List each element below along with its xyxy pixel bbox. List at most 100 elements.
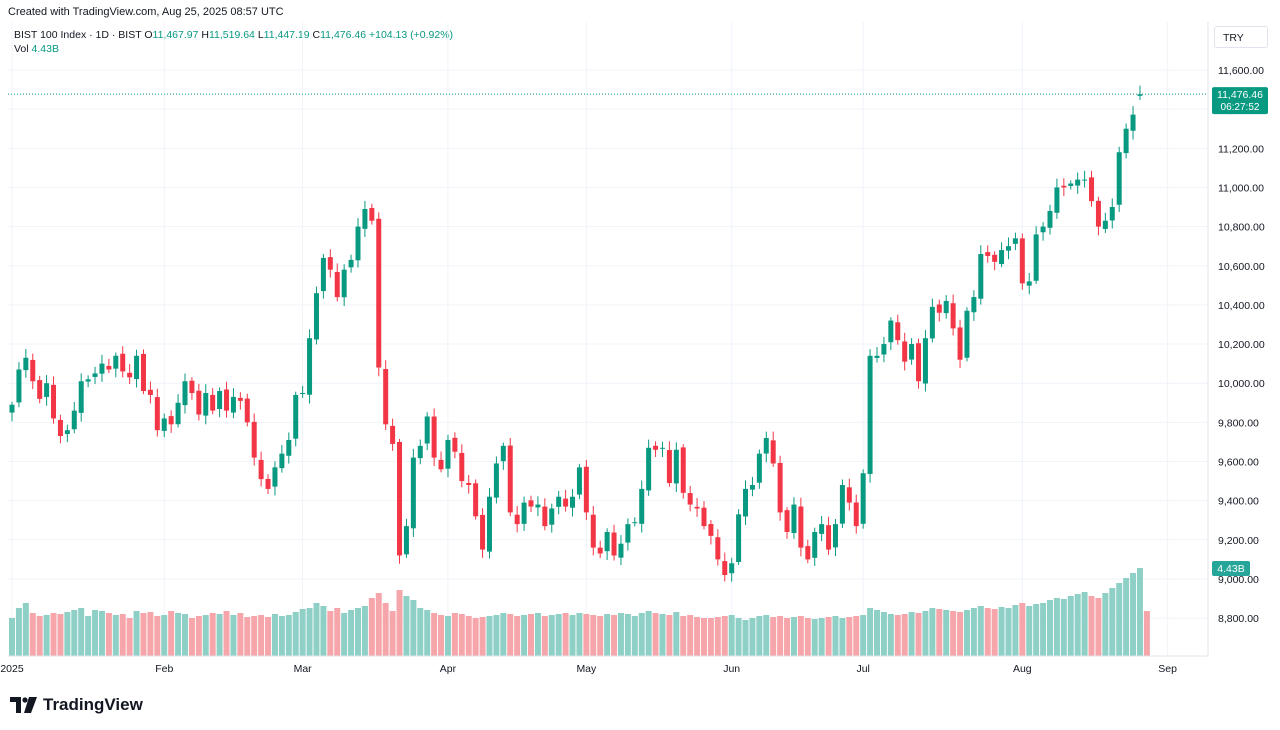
candle-body — [916, 343, 922, 382]
volume-bar — [465, 616, 472, 656]
vol-label: Vol — [14, 43, 29, 55]
candle-body — [687, 493, 693, 505]
volume-bar — [970, 608, 977, 656]
volume-bar — [216, 614, 223, 656]
y-tick-label: 9,800.00 — [1218, 417, 1259, 429]
volume-bar — [797, 616, 804, 656]
volume-bar — [991, 609, 998, 656]
volume-bar — [1060, 599, 1067, 656]
volume-bar — [50, 613, 57, 656]
candle-body — [64, 430, 70, 435]
volume-bar — [334, 608, 341, 656]
candle-body — [237, 397, 243, 401]
volume-bar — [562, 613, 569, 656]
candle-body — [445, 439, 451, 469]
volume-bar — [659, 614, 666, 656]
candle-body — [839, 484, 845, 524]
x-tick-label: Aug — [1013, 663, 1032, 675]
candle-body — [542, 506, 548, 527]
symbol-name[interactable]: BIST 100 Index · 1D · BIST — [14, 29, 142, 41]
volume-bar — [507, 614, 514, 656]
candle-body — [23, 357, 29, 371]
candle-body — [300, 392, 306, 394]
volume-bar — [348, 610, 355, 656]
volume-bar — [528, 614, 534, 656]
close-label: C — [312, 29, 321, 41]
candle-body — [175, 402, 181, 425]
volume-bar — [458, 614, 465, 656]
volume-bar — [71, 610, 78, 656]
volume-bar — [92, 610, 99, 656]
volume-bar — [278, 616, 285, 656]
candle-body — [383, 369, 389, 425]
volume-bar — [597, 616, 604, 656]
volume-bar — [652, 613, 659, 656]
volume-bar — [555, 614, 562, 656]
y-tick-label: 10,600.00 — [1218, 261, 1265, 273]
candle-body — [127, 372, 133, 378]
volume-bar — [105, 613, 112, 656]
x-tick-label: Jul — [856, 663, 869, 675]
candle-body — [701, 507, 707, 527]
volume-legend: Vol 4.43B — [14, 43, 59, 55]
candle-body — [1116, 152, 1122, 205]
candle-body — [853, 502, 859, 527]
candle-body — [182, 381, 188, 406]
candle-body — [819, 524, 825, 534]
high-label: H — [201, 29, 209, 41]
candle-body — [756, 453, 762, 483]
volume-bar — [1136, 568, 1143, 656]
volume-bar — [569, 615, 576, 656]
candle-body — [597, 547, 603, 554]
volume-bar — [195, 616, 202, 656]
candle-body — [403, 526, 409, 555]
candle-body — [514, 514, 520, 525]
volume-tag-value: 4.43B — [1217, 563, 1244, 575]
candle-body — [313, 293, 319, 340]
candle-body — [611, 532, 617, 556]
created-with-text: Created with TradingView.com, Aug 25, 20… — [8, 6, 284, 18]
volume-bar — [984, 608, 991, 656]
candle-body — [1123, 128, 1129, 154]
volume-bar — [784, 618, 791, 656]
candle-body — [999, 250, 1005, 265]
volume-bar — [327, 611, 334, 656]
candle-body — [120, 353, 126, 372]
candle-body — [466, 482, 472, 485]
volume-bar — [777, 616, 784, 656]
candle-body — [57, 419, 63, 437]
candle-body — [1026, 281, 1032, 286]
candle-body — [646, 447, 652, 491]
volume-bar — [1116, 583, 1123, 656]
volume-bar — [915, 613, 922, 656]
volume-bar — [874, 610, 880, 656]
currency-selector[interactable]: TRY — [1214, 26, 1268, 48]
candle-body — [881, 344, 887, 355]
candle-body — [895, 322, 901, 341]
x-tick-label: Feb — [155, 663, 173, 675]
tradingview-logo[interactable]: TradingView — [10, 695, 143, 715]
candle-body — [452, 437, 458, 452]
candle-body — [217, 391, 223, 410]
volume-bar — [839, 618, 846, 656]
volume-bar — [894, 615, 901, 656]
candle-body — [985, 252, 991, 256]
volume-bar — [472, 618, 479, 656]
volume-bar — [147, 612, 154, 656]
candle-body — [293, 394, 299, 439]
volume-bar — [666, 615, 673, 656]
x-tick-label: Mar — [294, 663, 313, 675]
volume-bar — [9, 618, 15, 656]
candle-body — [486, 496, 492, 552]
candle-body — [16, 369, 22, 403]
candle-body — [874, 355, 880, 358]
candle-body — [78, 381, 84, 413]
candle-body — [1068, 183, 1074, 187]
candle-body — [362, 208, 368, 229]
volume-bar — [998, 607, 1005, 656]
last-price-value: 11,476.46 — [1217, 89, 1263, 101]
candle-body — [528, 500, 534, 507]
candle-body — [99, 363, 105, 374]
volume-bar — [1130, 573, 1137, 656]
